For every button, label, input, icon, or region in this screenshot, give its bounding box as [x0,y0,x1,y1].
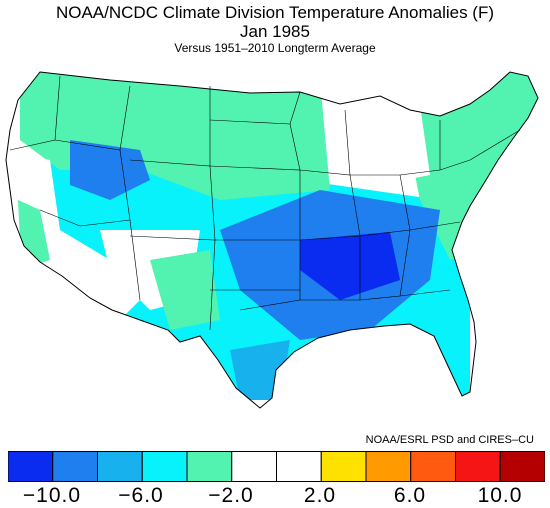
region-great-lakes [330,100,430,185]
us-outline [5,71,539,409]
region-interior-northwest [70,140,150,200]
map-subtitle: Jan 1985 [240,22,310,41]
legend-tick-label: 2.0 [303,484,337,507]
region-california [6,150,140,320]
credit-text: NOAA/ESRL PSD and CIRES–CU [365,434,534,446]
legend-swatch [365,451,412,482]
legend-tick-label: −10.0 [22,484,82,507]
map-note: Versus 1951–2010 Longterm Average [174,41,376,55]
legend-swatch [455,451,501,482]
legend-swatch [499,451,545,482]
legend-swatch [186,451,233,482]
region-southern-rockies [150,250,220,330]
legend-swatch [410,451,456,482]
legend-swatch [52,451,98,482]
legend-swatch [276,451,322,482]
color-legend-bar [8,451,545,482]
legend-swatch [231,451,277,482]
map-title: NOAA/NCDC Climate Division Temperature A… [55,3,495,22]
legend-tick-label: 6.0 [393,484,427,507]
legend-swatch [8,451,54,482]
legend-swatch [141,451,188,482]
legend-swatch [320,451,367,482]
us-anomaly-map [5,71,539,409]
state-boundaries [9,75,521,331]
legend-tick-label: −6.0 [118,484,164,507]
legend-tick-label: 10.0 [477,484,523,507]
legend-swatch [97,451,143,482]
region-core-coldest [300,232,400,300]
legend-tick-label: −2.0 [208,484,254,507]
